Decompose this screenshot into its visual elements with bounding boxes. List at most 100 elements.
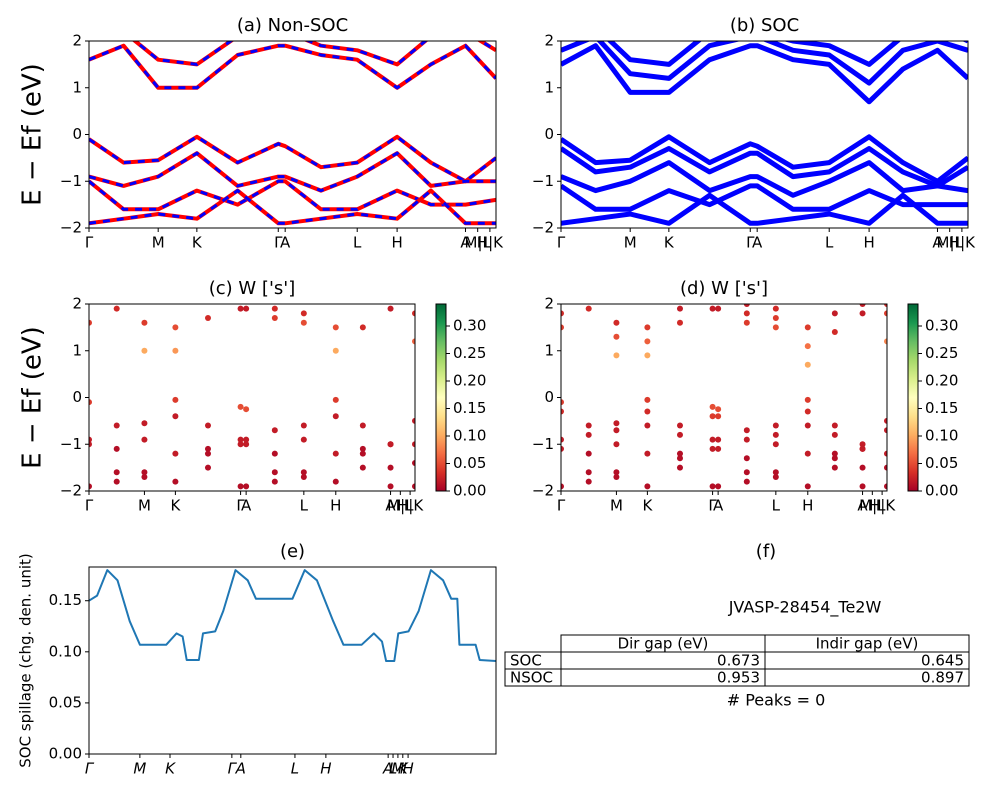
weight-point (561, 445, 564, 452)
weight-point (772, 441, 779, 448)
weight-point (300, 469, 307, 476)
weight-point (114, 292, 120, 298)
y-tick-label: 0.15 (49, 591, 82, 609)
x-tick-label: M (610, 497, 623, 515)
weight-point (676, 422, 683, 429)
weight-point (676, 305, 683, 312)
band-line (561, 43, 968, 105)
weight-point (204, 464, 211, 471)
weight-point (613, 469, 620, 476)
y-tick-label: −1 (532, 435, 554, 453)
weight-point (884, 310, 887, 317)
weight-point (831, 464, 838, 471)
weight-point (89, 436, 92, 443)
weight-point (412, 338, 415, 345)
colorbar-tick-label: 0.25 (925, 344, 958, 362)
weight-point (644, 324, 651, 331)
panel-title: (b) SOC (730, 15, 799, 36)
x-tick-label: K (170, 497, 181, 515)
weight-point (884, 483, 887, 490)
weight-point (884, 338, 887, 345)
weight-point (644, 483, 651, 490)
plot-area (561, 41, 968, 226)
plot-area (558, 296, 887, 490)
y-tick-label: 0.10 (49, 642, 82, 660)
weight-point (561, 408, 564, 415)
band-line (561, 134, 968, 184)
table-annotation: # Peaks = 0 (727, 691, 826, 710)
weight-point (243, 436, 250, 443)
weight-point (300, 436, 307, 443)
weight-point (172, 347, 179, 354)
weight-point (359, 324, 366, 331)
table-header: Dir gap (eV) (618, 635, 709, 653)
weight-point (613, 333, 620, 340)
x-tick-label: A (460, 234, 471, 252)
colorbar-tick-label: 0.30 (925, 317, 958, 335)
colorbar-tick-label: 0.15 (925, 399, 958, 417)
weight-point (558, 296, 564, 302)
x-tick-label: Γ (228, 760, 238, 778)
weight-point (271, 305, 278, 312)
x-tick-label: H (330, 497, 341, 515)
weight-point (613, 473, 620, 480)
weight-point (237, 305, 244, 312)
x-tick-label: H (391, 234, 402, 252)
weight-point (676, 464, 683, 471)
weight-point (644, 450, 651, 457)
y-tick-label: 2 (72, 295, 82, 313)
weight-point (89, 399, 92, 406)
weight-point (743, 436, 750, 443)
x-tick-label: H|K (477, 234, 504, 252)
x-tick-label: A (385, 497, 396, 515)
weight-point (332, 396, 339, 403)
band-line (561, 183, 968, 212)
y-tick-label: 2 (544, 295, 554, 313)
y-axis-label: E − Ef (eV) (18, 326, 48, 469)
weight-point (271, 315, 278, 322)
weight-point (859, 304, 866, 307)
weight-point (676, 450, 683, 457)
weight-point (412, 441, 415, 448)
band-line (561, 192, 968, 226)
y-tick-label: −2 (60, 219, 82, 237)
x-tick-label: M|L (387, 497, 414, 515)
weight-point (715, 305, 722, 312)
y-axis-label: SOC spillage (chg. den. unit) (17, 553, 35, 768)
x-tick-label: A (235, 760, 246, 778)
weight-point (412, 310, 415, 317)
weight-point (113, 478, 120, 485)
weight-point (772, 431, 779, 438)
weight-point (884, 427, 887, 434)
y-tick-label: 2 (72, 32, 82, 50)
colorbar-tick-label: 0.00 (453, 482, 486, 500)
colorbar-tick-label: 0.00 (925, 482, 958, 500)
weight-point (743, 319, 750, 326)
weight-point (561, 436, 564, 443)
panel-title: (a) Non-SOC (237, 15, 348, 36)
band-line-dashed (89, 151, 496, 193)
weight-point (644, 352, 651, 359)
x-tick-label: Γ (708, 497, 717, 515)
weight-point (243, 441, 250, 448)
table-cell: SOC (510, 652, 542, 670)
weight-point (804, 450, 811, 457)
x-tick-label: L (300, 497, 309, 515)
weight-point (832, 296, 838, 302)
band-line (89, 569, 496, 662)
weight-point (89, 483, 92, 490)
x-tick-label: Γ (746, 234, 755, 252)
y-tick-label: 0.00 (49, 745, 82, 763)
weight-point (332, 478, 339, 485)
weight-point (644, 396, 651, 403)
weight-point (743, 469, 750, 476)
colorbar-tick-label: 0.10 (453, 427, 486, 445)
colorbar-tick-label: 0.20 (925, 372, 958, 390)
band-line (89, 188, 496, 226)
weight-point (271, 469, 278, 476)
weight-point (884, 417, 887, 424)
weight-point (113, 469, 120, 476)
x-tick-label: A (382, 760, 393, 778)
table-cell: NSOC (510, 669, 553, 687)
